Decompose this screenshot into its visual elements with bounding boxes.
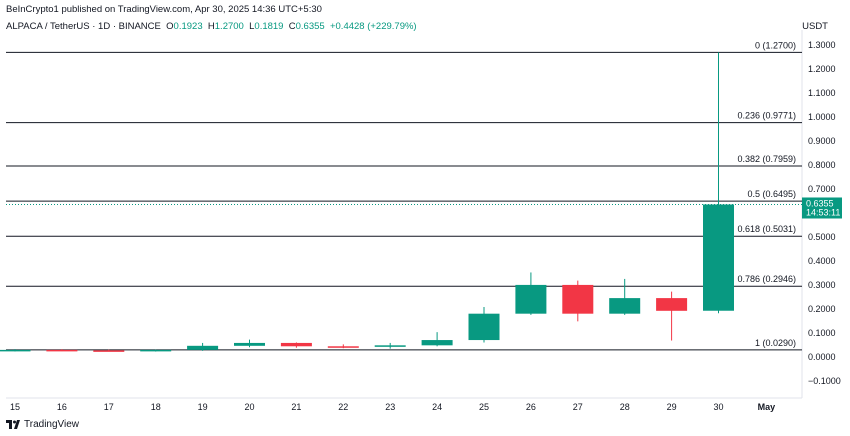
last-price-badge xyxy=(802,197,842,219)
y-tick-label: 1.3000 xyxy=(808,40,836,50)
y-tick-label: 0.3000 xyxy=(808,280,836,290)
x-tick-label: 23 xyxy=(385,402,395,412)
brand-name: TradingView xyxy=(24,419,80,430)
last-price-value: 0.6355 xyxy=(806,198,834,208)
candle-body xyxy=(187,345,219,350)
y-tick-label: 0.0000 xyxy=(808,352,836,362)
fib-level-label: 0.618 (0.5031) xyxy=(737,224,796,234)
y-tick-label: 0.9000 xyxy=(808,136,836,146)
fib-level-label: 0 (1.2700) xyxy=(755,40,796,50)
y-tick-label: 0.4000 xyxy=(808,256,836,266)
x-tick-label: 20 xyxy=(244,402,254,412)
x-tick-label: 26 xyxy=(526,402,536,412)
x-tick-label: 28 xyxy=(620,402,630,412)
candle-body xyxy=(0,349,31,352)
y-tick-label: 0.7000 xyxy=(808,184,836,194)
candle-body xyxy=(421,340,453,346)
x-tick-label: 19 xyxy=(198,402,208,412)
x-tick-label: 24 xyxy=(432,402,442,412)
tradingview-logo-icon xyxy=(6,420,20,429)
high-label: H xyxy=(207,21,215,32)
y-tick-label: 1.2000 xyxy=(808,64,836,74)
low-value: 0.1819 xyxy=(254,21,284,32)
close-value: 0.6355 xyxy=(295,21,325,32)
candle-body xyxy=(374,345,406,347)
candle-body xyxy=(280,342,312,347)
candle-body xyxy=(468,313,500,341)
y-tick-label: 1.0000 xyxy=(808,112,836,122)
y-tick-label: 0.2000 xyxy=(808,304,836,314)
candle-body xyxy=(234,342,265,346)
candle-body xyxy=(515,284,547,314)
symbol-legend: ALPACA / TetherUS · 1D · BINANCE O0.1923… xyxy=(6,21,417,32)
symbol-name: ALPACA / TetherUS · 1D · BINANCE xyxy=(6,21,161,32)
candle-body xyxy=(609,298,641,314)
fib-level-label: 0.786 (0.2946) xyxy=(737,274,796,284)
y-tick-label: 0.5000 xyxy=(808,232,836,242)
change-value: +0.4428 (+229.79%) xyxy=(329,21,417,32)
x-tick-label: 15 xyxy=(10,402,20,412)
x-tick-label: 22 xyxy=(338,402,348,412)
open-value: 0.1923 xyxy=(173,21,203,32)
x-tick-label: 17 xyxy=(104,402,114,412)
candle-body xyxy=(703,204,734,311)
low-label: L xyxy=(249,21,255,32)
fib-level-label: 0.236 (0.9771) xyxy=(737,111,796,121)
fib-level-label: 0.382 (0.7959) xyxy=(737,154,796,164)
publisher-line: BeInCrypto1 published on TradingView.com… xyxy=(6,4,322,15)
x-tick-label: 18 xyxy=(151,402,161,412)
close-label: C xyxy=(288,21,296,32)
candle-body xyxy=(46,349,78,352)
candle-body xyxy=(327,346,359,348)
y-tick-label: −0.1000 xyxy=(808,376,841,386)
y-tick-label: 0.1000 xyxy=(808,328,836,338)
x-tick-label: 27 xyxy=(573,402,583,412)
x-tick-label-month: May xyxy=(758,402,776,412)
y-tick-label: 0.8000 xyxy=(808,160,836,170)
candle-body xyxy=(562,284,594,314)
countdown-value: 14:53:11 xyxy=(806,207,840,217)
footer-brand: TradingView xyxy=(6,419,79,430)
currency-label: USDT xyxy=(802,21,828,32)
x-tick-label: 21 xyxy=(291,402,301,412)
x-tick-label: 16 xyxy=(57,402,67,412)
high-value: 1.2700 xyxy=(214,21,244,32)
x-tick-label: 29 xyxy=(667,402,677,412)
x-tick-label: 30 xyxy=(713,402,723,412)
x-tick-label: 25 xyxy=(479,402,489,412)
y-tick-label: 1.1000 xyxy=(808,88,836,98)
candle-body xyxy=(656,298,688,311)
open-label: O xyxy=(166,21,174,32)
candle-body xyxy=(93,350,125,352)
fib-level-label: 1 (0.0290) xyxy=(755,338,796,348)
fib-level-label: 0.5 (0.6495) xyxy=(747,189,796,199)
candle-body xyxy=(140,349,172,352)
